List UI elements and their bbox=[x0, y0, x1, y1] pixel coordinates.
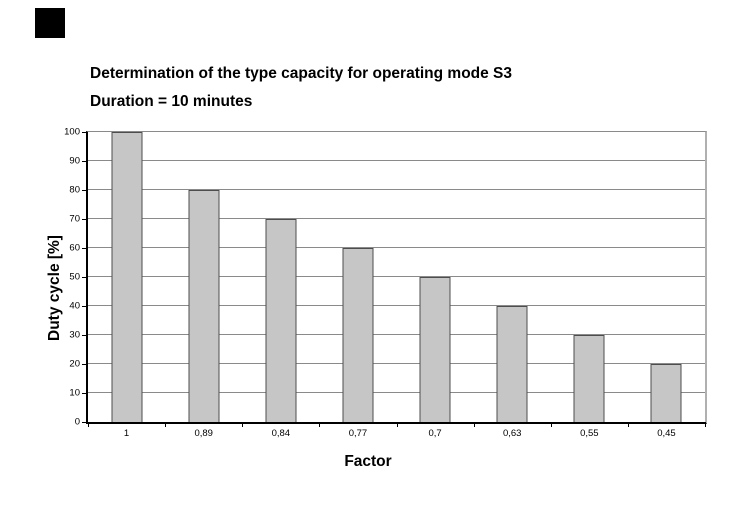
x-axis-tick-7 bbox=[627, 422, 629, 427]
y-axis-tick-30 bbox=[82, 334, 88, 336]
y-axis-tick-90 bbox=[82, 160, 88, 162]
y-axis-tick-label-0: 0 bbox=[74, 416, 80, 428]
y-axis-tick-70 bbox=[82, 218, 88, 220]
y-axis-tick-80 bbox=[82, 189, 88, 191]
bar-0,55 bbox=[573, 335, 605, 422]
y-axis-tick-label-30: 30 bbox=[69, 329, 80, 341]
bar-0,77 bbox=[342, 248, 374, 422]
chart-title-block: Determination of the type capacity for o… bbox=[90, 60, 512, 116]
x-axis-tick-4 bbox=[396, 422, 398, 427]
x-axis-tick-3 bbox=[319, 422, 321, 427]
gridline-30 bbox=[88, 334, 705, 335]
gridline-70 bbox=[88, 218, 705, 219]
plot-area: 0 10 20 30 40 50 60 70 80 90 100 1 0,89 0,84 0,77 0,7 0,… bbox=[64, 127, 707, 439]
y-axis-tick-40 bbox=[82, 305, 88, 307]
y-axis-tick-0 bbox=[82, 421, 88, 423]
x-axis-tick-label-0,77: 0,77 bbox=[348, 428, 368, 439]
y-axis-tick-label-10: 10 bbox=[69, 387, 80, 399]
gridline-90 bbox=[88, 160, 705, 161]
y-axis-tick-label-80: 80 bbox=[69, 184, 80, 196]
gridline-80 bbox=[88, 189, 705, 190]
bar-0,89 bbox=[188, 190, 220, 422]
bar-0,45 bbox=[650, 364, 682, 422]
y-axis-tick-label-100: 100 bbox=[64, 126, 80, 138]
gridline-50 bbox=[88, 276, 705, 277]
x-axis-tick-6 bbox=[550, 422, 552, 427]
y-axis-title: Duty cycle [%] bbox=[46, 235, 63, 341]
x-axis-title: Factor bbox=[344, 453, 392, 470]
gridline-60 bbox=[88, 247, 705, 248]
y-axis-tick-60 bbox=[82, 247, 88, 249]
bar-0,63 bbox=[496, 306, 528, 422]
chart-title-line2: Duration = 10 minutes bbox=[90, 93, 253, 110]
x-axis-tick-8 bbox=[705, 422, 706, 427]
y-axis-tick-label-70: 70 bbox=[69, 213, 80, 225]
x-axis-tick-5 bbox=[473, 422, 475, 427]
x-axis-tick-label-0,7: 0,7 bbox=[428, 428, 442, 439]
x-axis-tick-label-0,55: 0,55 bbox=[580, 428, 599, 439]
y-axis-tick-label-20: 20 bbox=[69, 358, 80, 370]
y-axis-tick-20 bbox=[82, 363, 88, 365]
gridline-10 bbox=[88, 392, 705, 393]
y-axis-tick-label-50: 50 bbox=[69, 271, 80, 283]
gridline-40 bbox=[88, 305, 705, 306]
y-axis-tick-50 bbox=[82, 276, 88, 278]
x-axis-tick-2 bbox=[242, 422, 244, 427]
x-axis-tick-label-0,84: 0,84 bbox=[271, 428, 291, 439]
bar-0,84 bbox=[265, 219, 297, 422]
bar-0,7 bbox=[419, 277, 451, 422]
x-axis-tick-0 bbox=[88, 422, 89, 427]
y-axis-tick-10 bbox=[82, 392, 88, 394]
x-axis-tick-label-1: 1 bbox=[123, 428, 130, 439]
corner-mark bbox=[35, 8, 65, 38]
x-axis-tick-label-0,63: 0,63 bbox=[502, 428, 522, 439]
x-axis-tick-1 bbox=[165, 422, 167, 427]
y-axis-tick-label-40: 40 bbox=[69, 300, 80, 312]
gridline-20 bbox=[88, 363, 705, 364]
y-axis-tick-label-90: 90 bbox=[69, 155, 80, 167]
bar-1 bbox=[111, 132, 143, 422]
x-axis-tick-label-0,45: 0,45 bbox=[657, 428, 676, 439]
y-axis-tick-100 bbox=[82, 131, 88, 133]
chart-title-line1: Determination of the type capacity for o… bbox=[90, 65, 513, 82]
x-axis-tick-label-0,89: 0,89 bbox=[194, 428, 213, 439]
y-axis-tick-label-60: 60 bbox=[69, 242, 80, 254]
